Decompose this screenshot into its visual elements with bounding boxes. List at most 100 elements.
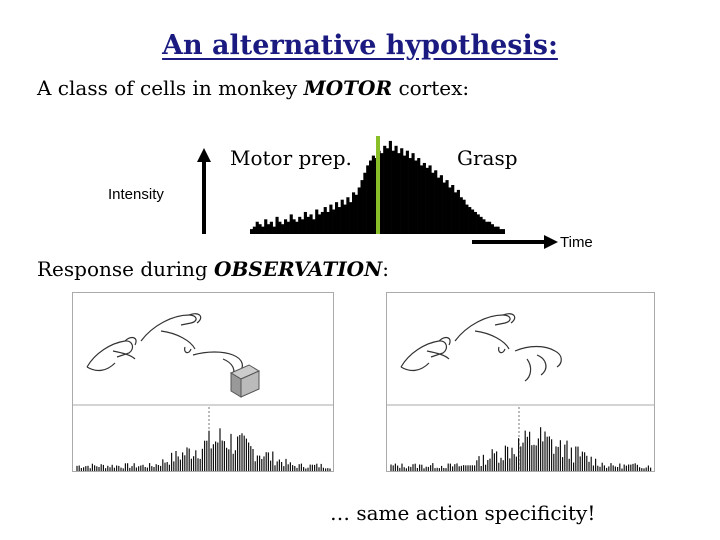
- observation-suffix: :: [382, 257, 390, 281]
- motor-histogram: [250, 136, 505, 234]
- histogram-bar: [261, 226, 265, 234]
- histogram-bar: [309, 214, 313, 234]
- pinch-hand-icon: [400, 336, 451, 372]
- histogram-bar: [366, 165, 370, 234]
- histogram-bar: [388, 140, 392, 234]
- histogram-bar: [320, 211, 324, 234]
- time-axis-arrow: [472, 235, 558, 249]
- histogram-bar: [479, 216, 483, 234]
- histogram-bar: [439, 175, 443, 234]
- histogram-bar: [468, 207, 472, 234]
- histogram-bar: [383, 145, 387, 234]
- histogram-bar: [445, 180, 449, 234]
- histogram-bar: [315, 209, 319, 234]
- histogram-bar: [420, 165, 424, 234]
- histogram-bar: [397, 153, 401, 234]
- histogram-bar: [417, 158, 421, 234]
- histogram-bar: [462, 199, 466, 234]
- histogram-bar: [459, 197, 463, 234]
- histogram-bar: [405, 150, 409, 234]
- open-hand-icon: [140, 313, 202, 354]
- histogram-bar: [391, 150, 395, 234]
- histogram-bar: [312, 219, 316, 234]
- histogram-bar: [275, 216, 279, 234]
- histogram-bar: [473, 211, 477, 234]
- histogram-bar: [442, 182, 446, 234]
- motor-cortex-line: A class of cells in monkey MOTOR cortex:: [37, 76, 469, 100]
- histogram-bar: [301, 219, 305, 234]
- histogram-bar: [456, 189, 460, 234]
- histogram-bar: [349, 202, 353, 234]
- histogram-bar: [482, 219, 486, 234]
- histogram-bar: [403, 155, 407, 234]
- histogram-bar: [437, 177, 441, 234]
- open-hand-icon: [454, 313, 516, 354]
- histogram-bar: [490, 224, 494, 234]
- histogram-bar: [476, 214, 480, 234]
- grasp-object-illustration: [73, 313, 333, 471]
- histogram-bar: [343, 204, 347, 234]
- histogram-bar: [431, 172, 435, 234]
- histogram-bar: [303, 211, 307, 234]
- intensity-label: Intensity: [108, 186, 164, 203]
- mimed-grasp-illustration: [387, 313, 654, 471]
- histogram-bar: [306, 216, 310, 234]
- histogram-bar: [411, 153, 415, 234]
- motor-emphasis: MOTOR: [303, 76, 393, 100]
- histogram-bar: [337, 207, 341, 234]
- observation-line: Response during OBSERVATION:: [37, 257, 389, 281]
- intensity-axis-arrow: [197, 148, 211, 234]
- motor-cortex-prefix: A class of cells in monkey: [37, 76, 304, 100]
- histogram-bar: [357, 187, 361, 234]
- histogram-bar: [425, 167, 429, 234]
- histogram-bar: [326, 211, 330, 234]
- histogram-bar: [371, 155, 375, 234]
- observation-panel-mimed: [386, 292, 655, 472]
- histogram-bar: [448, 187, 452, 234]
- histogram-bar: [264, 219, 268, 234]
- histogram-bar: [295, 221, 299, 234]
- histogram-bar: [422, 162, 426, 234]
- histogram-bar: [354, 194, 358, 234]
- histogram-bar: [363, 172, 367, 234]
- conclusion-text: … same action specificity!: [330, 501, 596, 525]
- histogram-bar: [252, 226, 256, 234]
- histogram-bar: [465, 204, 469, 234]
- histogram-bar: [380, 153, 384, 234]
- histogram-bar: [323, 207, 327, 234]
- histogram-bar: [272, 226, 276, 234]
- observation-prefix: Response during: [37, 257, 215, 281]
- histogram-bar: [281, 224, 285, 234]
- histogram-bar: [369, 160, 373, 234]
- pinch-hand-icon: [86, 336, 137, 372]
- histogram-bar: [258, 224, 262, 234]
- histogram-bar: [454, 192, 458, 234]
- mimed-grasp-hand-icon: [514, 345, 562, 382]
- histogram-bar: [250, 229, 254, 234]
- histogram-bar: [267, 224, 271, 234]
- histogram-bar: [335, 202, 339, 234]
- histogram-bar: [269, 221, 273, 234]
- histogram-bar: [493, 226, 497, 234]
- histogram-bar: [360, 180, 364, 234]
- histogram-bar: [298, 216, 302, 234]
- histogram-bar: [286, 221, 290, 234]
- motor-prep-label: Motor prep.: [230, 146, 352, 170]
- histogram-bar: [428, 165, 432, 234]
- slide-title: An alternative hypothesis:: [162, 30, 558, 61]
- histogram-bar: [485, 221, 489, 234]
- motor-cortex-suffix: cortex:: [392, 76, 470, 100]
- histogram-bar: [340, 199, 344, 234]
- histogram-bar: [292, 219, 296, 234]
- histogram-bar: [400, 148, 404, 234]
- histogram-bar: [318, 214, 322, 234]
- histogram-bar: [496, 226, 500, 234]
- time-label: Time: [560, 234, 593, 251]
- histogram-bar: [408, 158, 412, 234]
- histogram-bar: [488, 221, 492, 234]
- histogram-bar: [471, 209, 475, 234]
- histogram-bar: [332, 209, 336, 234]
- cube-object-icon: [229, 364, 261, 398]
- histogram-bar: [352, 192, 356, 234]
- histogram-bar: [278, 221, 282, 234]
